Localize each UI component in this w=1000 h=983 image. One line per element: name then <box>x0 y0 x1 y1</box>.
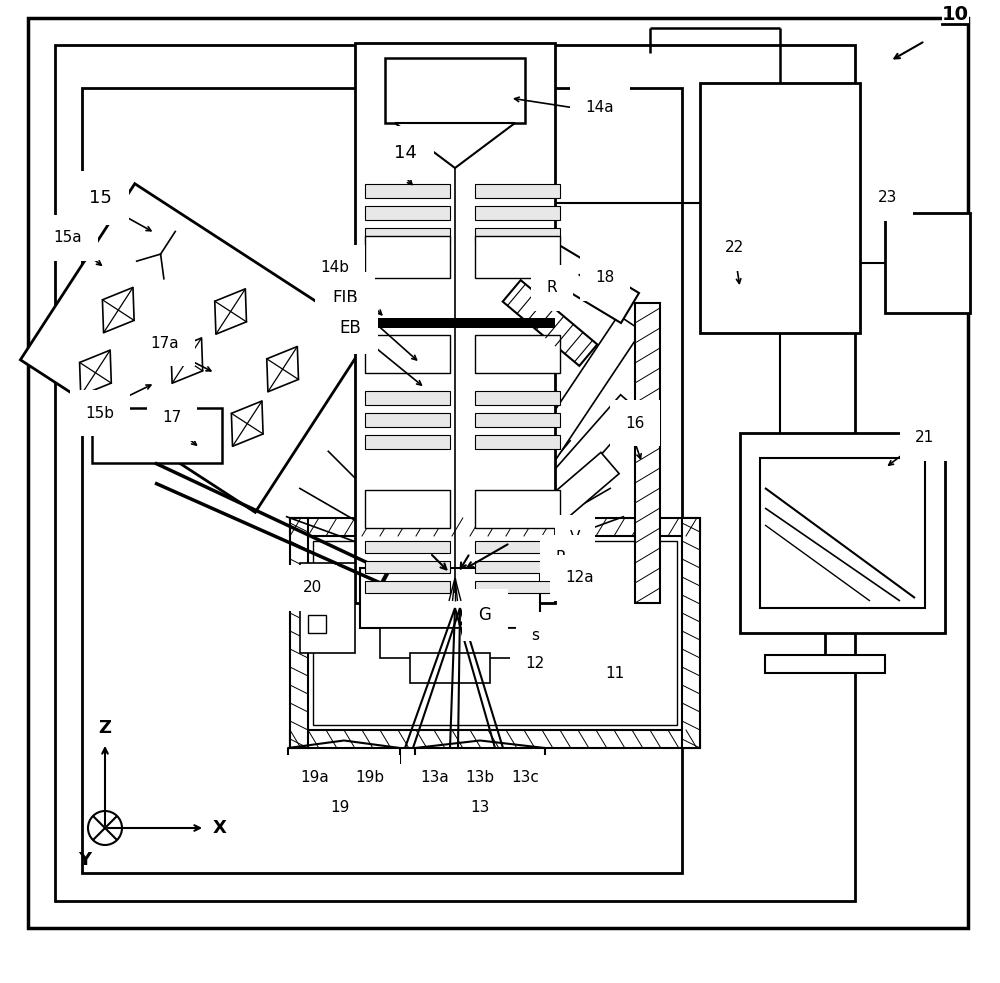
Text: 19b: 19b <box>355 771 385 785</box>
Bar <box>360 568 540 628</box>
Text: 22: 22 <box>725 241 745 256</box>
Text: 12: 12 <box>525 656 545 670</box>
Bar <box>313 541 677 725</box>
Bar <box>475 413 560 427</box>
Bar <box>380 628 520 658</box>
Text: 16: 16 <box>625 416 645 431</box>
Bar <box>475 581 560 593</box>
Text: 13b: 13b <box>465 771 495 785</box>
Bar <box>365 490 450 528</box>
Bar <box>635 303 660 603</box>
Text: 15b: 15b <box>86 406 114 421</box>
Bar <box>475 236 560 278</box>
Text: 19a: 19a <box>301 771 329 785</box>
Text: 17: 17 <box>162 411 182 426</box>
Text: P: P <box>555 550 565 565</box>
Polygon shape <box>461 452 619 594</box>
Bar <box>765 655 885 673</box>
Text: Y: Y <box>78 851 92 869</box>
Text: 12a: 12a <box>566 570 594 586</box>
Bar <box>365 581 450 593</box>
Bar <box>475 490 560 528</box>
Polygon shape <box>267 346 298 392</box>
Text: FIB: FIB <box>332 289 358 307</box>
Text: 10: 10 <box>942 6 969 25</box>
Bar <box>365 541 450 553</box>
Text: Z: Z <box>99 719 111 737</box>
Bar <box>700 83 860 333</box>
Bar <box>475 435 560 449</box>
Bar <box>355 43 555 603</box>
Polygon shape <box>231 401 263 446</box>
Bar <box>475 184 560 198</box>
Text: R: R <box>547 280 557 296</box>
Bar <box>740 433 945 633</box>
Text: 13a: 13a <box>421 771 449 785</box>
Text: 18: 18 <box>595 270 615 285</box>
Text: s: s <box>531 627 539 643</box>
Polygon shape <box>102 287 134 332</box>
Polygon shape <box>80 350 111 395</box>
Text: 19: 19 <box>330 800 350 816</box>
Text: 15a: 15a <box>54 230 82 246</box>
Text: EB: EB <box>339 319 361 337</box>
Text: 14a: 14a <box>586 100 614 115</box>
Bar <box>365 236 450 278</box>
Bar <box>475 541 560 553</box>
Bar <box>290 518 308 748</box>
Text: 13: 13 <box>470 800 490 816</box>
Bar <box>300 563 355 653</box>
Bar <box>475 206 560 220</box>
Bar <box>475 228 560 242</box>
Polygon shape <box>20 184 370 512</box>
Text: 21: 21 <box>915 431 935 445</box>
Bar <box>885 213 970 313</box>
Bar <box>308 615 326 633</box>
Bar <box>475 391 560 405</box>
Polygon shape <box>458 316 642 571</box>
Bar <box>385 58 525 123</box>
Text: G: G <box>479 606 491 624</box>
Bar <box>365 561 450 573</box>
Bar <box>760 458 925 608</box>
Bar <box>365 435 450 449</box>
Polygon shape <box>521 233 639 323</box>
Polygon shape <box>395 123 515 168</box>
Bar <box>55 45 855 901</box>
Bar <box>475 561 560 573</box>
Bar <box>682 518 700 748</box>
Polygon shape <box>471 395 639 581</box>
Bar <box>290 518 700 536</box>
Bar <box>365 335 450 373</box>
Bar <box>365 184 450 198</box>
Bar <box>82 88 682 873</box>
Bar <box>365 391 450 405</box>
Text: 14b: 14b <box>320 260 350 275</box>
Polygon shape <box>459 504 556 582</box>
Text: 14: 14 <box>394 144 416 162</box>
Polygon shape <box>171 338 203 383</box>
Polygon shape <box>503 280 597 366</box>
Bar <box>355 318 555 328</box>
Text: 11: 11 <box>605 665 625 680</box>
Bar <box>365 206 450 220</box>
Bar <box>365 413 450 427</box>
Text: 15: 15 <box>89 189 111 207</box>
Text: 23: 23 <box>878 191 898 205</box>
Polygon shape <box>215 289 246 334</box>
Text: 17a: 17a <box>151 335 179 351</box>
Bar <box>410 653 490 683</box>
Text: 13c: 13c <box>511 771 539 785</box>
Bar <box>365 228 450 242</box>
Text: X: X <box>213 819 227 837</box>
Text: V: V <box>570 531 580 546</box>
Text: 20: 20 <box>302 581 322 596</box>
Bar <box>475 335 560 373</box>
Bar <box>290 730 700 748</box>
Bar <box>92 408 222 463</box>
